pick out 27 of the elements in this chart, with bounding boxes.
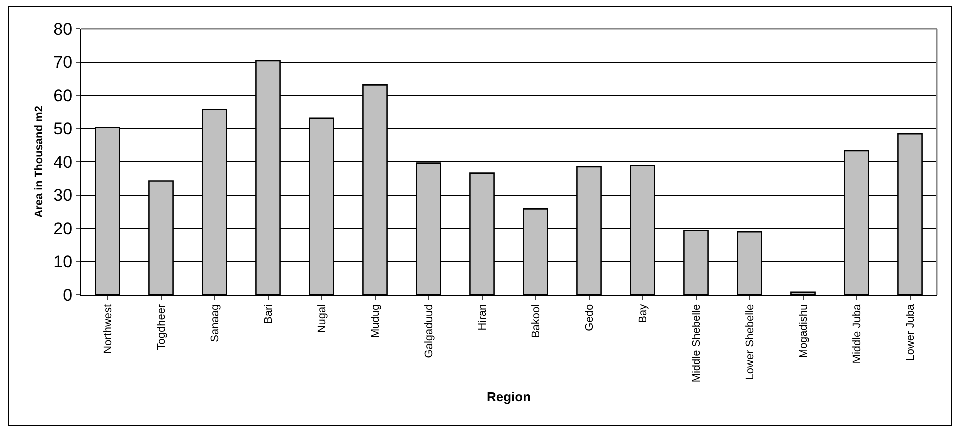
x-tick-label: Lower Juba [904, 304, 917, 362]
y-tick-label: 0 [63, 286, 73, 305]
x-tick-label: Middle Juba [851, 304, 864, 364]
y-tick-label: 30 [54, 186, 73, 206]
x-tick-label: Bay [637, 304, 650, 324]
x-tick-label: Mudug [370, 304, 382, 338]
y-tick-label: 20 [54, 219, 73, 238]
x-tick-label: Hiran [476, 304, 489, 331]
y-tick-label: 60 [54, 86, 73, 106]
y-tick-label: 50 [54, 120, 73, 139]
x-tick-label: Mogadishu [798, 304, 810, 358]
y-tick-label: 10 [54, 252, 73, 272]
x-tick-label: Sanaag [209, 304, 222, 342]
x-tick-label: Bari [262, 304, 275, 324]
x-axis-title: Region [486, 389, 532, 404]
x-tick-label: Nugal [316, 304, 328, 334]
y-tick-label: 40 [54, 152, 73, 172]
x-tick-label: Gedo [584, 304, 596, 332]
y-axis-title: Area in Thousand m2 [33, 106, 46, 218]
y-tick-label: 80 [54, 20, 73, 39]
x-tick-label: Northwest [102, 304, 114, 354]
x-tick-label: Middle Shebelle [690, 304, 703, 383]
x-tick-label: Galgaduud [423, 304, 436, 358]
x-tick-label: Lower Shebelle [744, 304, 756, 380]
x-tick-label: Bakool [530, 304, 542, 338]
y-tick-label: 70 [54, 53, 73, 72]
x-tick-label: Togdheer [156, 304, 168, 350]
